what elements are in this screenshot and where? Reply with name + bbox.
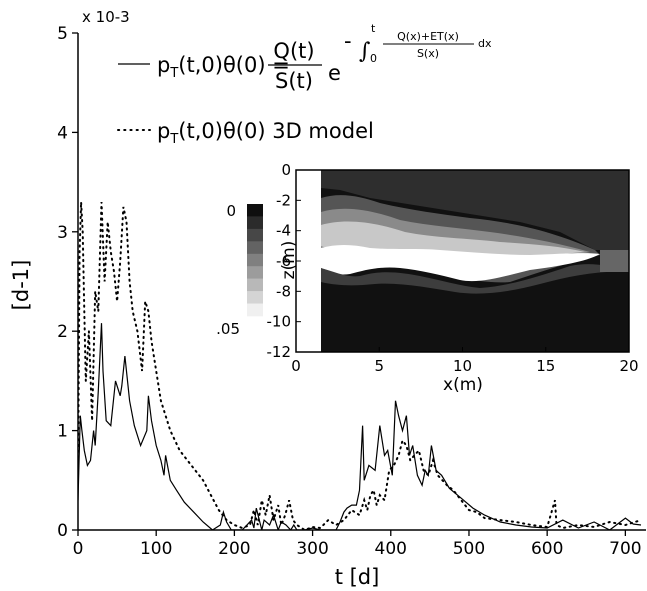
legend-entry-3d-model: pT(t,0)θ(0) 3D model	[117, 119, 374, 147]
legend-formula-exp-denominator: S(x)	[417, 47, 439, 60]
x-ticks: 0 100 200 300 400 500 600 700	[73, 530, 642, 559]
y-tick-label: 1	[57, 422, 68, 442]
inset-y-tick-label: -12	[267, 343, 292, 361]
legend: pT(t,0)θ(0) = Q(t) S(t) e - ∫ t 0 Q(x)+E…	[117, 22, 492, 147]
legend-formula-exp-minus: -	[344, 29, 352, 53]
x-tick-label: 600	[531, 539, 563, 559]
y-tick-label: 5	[57, 24, 68, 44]
inset-right-block	[600, 250, 629, 272]
legend-3d-model-label: pT(t,0)θ(0) 3D model	[157, 119, 374, 147]
colorbar-cell	[247, 266, 263, 279]
x-tick-label: 200	[218, 539, 250, 559]
x-axis-label: t [d]	[335, 565, 380, 589]
inset-y-tick-label: -10	[267, 313, 292, 331]
inset-x-tick-label: 0	[291, 357, 301, 375]
inset-x-tick-label: 5	[374, 357, 384, 375]
inset-heatmap: 0 -2 -4 -6 -8 -10 -12 0 5 10 15 20 x(m) z(m)	[267, 161, 639, 395]
inset-x-label: x(m)	[443, 375, 483, 395]
colorbar-cell	[247, 204, 263, 217]
x-tick-label: 700	[609, 539, 641, 559]
inset-x-ticks: 0 5 10 15 20	[291, 347, 639, 375]
legend-formula-dx: dx	[478, 37, 492, 50]
y-multiplier: x 10-3	[82, 8, 130, 26]
legend-formula-lower-limit: 0	[370, 52, 377, 65]
inset-contour-band-inner	[321, 221, 585, 263]
inset-y-tick-label: -2	[276, 191, 291, 209]
legend-formula-upper-limit: t	[371, 22, 376, 35]
inset-y-tick-label: -4	[276, 222, 291, 240]
series-3d-model-line	[78, 201, 642, 530]
y-axis-label: [d-1]	[9, 260, 33, 311]
y-ticks: 0 1 2 3 4 5	[57, 24, 78, 541]
y-tick-label: 0	[57, 521, 68, 541]
inset-y-tick-label: -8	[276, 282, 291, 300]
colorbar-cell	[247, 253, 263, 267]
inset-upper-region	[321, 170, 629, 250]
legend-formula-q: Q(t)	[273, 39, 314, 63]
colorbar-cell	[247, 291, 263, 304]
inset-x-tick-label: 20	[619, 357, 638, 375]
y-tick-label: 2	[57, 322, 68, 342]
x-tick-label: 100	[140, 539, 172, 559]
legend-formula-exp-numerator: Q(x)+ET(x)	[397, 30, 459, 43]
colorbar: 0 .05	[216, 202, 263, 338]
inset-y-label: z(m)	[279, 241, 299, 280]
legend-formula-lhs: pT(t,0)θ(0) =	[157, 53, 290, 81]
colorbar-cell	[247, 216, 263, 230]
inset-x-tick-label: 10	[453, 357, 472, 375]
colorbar-cell	[247, 241, 263, 254]
x-tick-label: 500	[453, 539, 485, 559]
colorbar-cell	[247, 278, 263, 292]
inset-y-ticks: 0 -2 -4 -6 -8 -10 -12	[267, 161, 301, 361]
series-analytical-line	[78, 323, 642, 530]
inset-y-tick-label: 0	[281, 161, 291, 179]
inset-lower-band	[321, 264, 629, 294]
colorbar-cell	[247, 303, 263, 317]
inset-white-region	[321, 245, 600, 282]
legend-formula-integral: ∫	[359, 39, 371, 64]
colorbar-cell	[247, 228, 263, 242]
colorbar-cells	[247, 204, 263, 317]
x-tick-label: 0	[73, 539, 84, 559]
colorbar-bottom-label: .05	[216, 320, 240, 338]
y-tick-label: 3	[57, 223, 68, 243]
colorbar-top-label: 0	[226, 202, 236, 220]
legend-formula-e: e	[328, 61, 341, 85]
x-tick-label: 300	[296, 539, 328, 559]
inset-y-tick-label: -6	[276, 252, 291, 270]
legend-formula-s: S(t)	[275, 69, 313, 93]
x-tick-label: 400	[375, 539, 407, 559]
inset-x-tick-label: 15	[536, 357, 555, 375]
y-tick-label: 4	[57, 123, 68, 143]
legend-entry-analytical: pT(t,0)θ(0) = Q(t) S(t) e - ∫ t 0 Q(x)+E…	[118, 22, 492, 93]
